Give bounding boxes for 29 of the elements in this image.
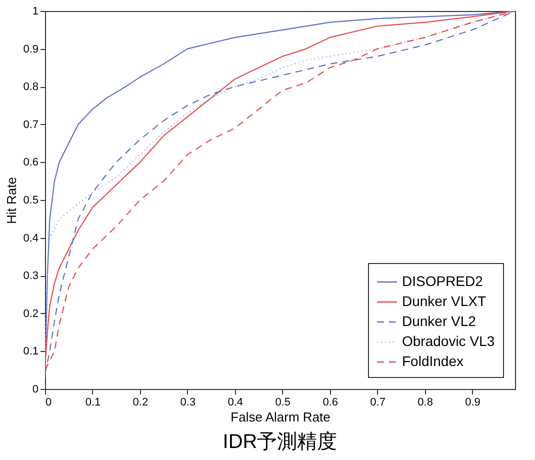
y-tick-label: 0.9 [23,43,38,56]
x-tick-label: 0.9 [465,396,480,408]
x-axis-title: False Alarm Rate [230,410,330,424]
y-tick-label: 0.4 [23,232,38,244]
y-tick-label: 0.1 [23,346,38,358]
legend-label: DISOPRED2 [402,273,484,289]
x-tick-label: 0.4 [228,396,244,408]
y-tick-label: 0.7 [23,118,38,131]
legend-label: Obradovic VL3 [402,333,495,349]
y-tick-label: 0.5 [23,194,38,206]
y-tick-label: 0.8 [23,81,38,94]
legend-label: Dunker VL2 [402,313,476,329]
x-tick-label: 0.6 [322,396,338,408]
y-tick-label: 0.6 [23,156,38,169]
x-tick-label: 0.3 [180,396,196,408]
text: IDR予測精度 [222,431,338,453]
x-tick-label: 0.2 [132,396,148,408]
x-tick-label: 0.5 [275,396,291,408]
x-tick-label: 0.1 [85,396,101,408]
x-tick-label: 0.8 [418,396,433,408]
x-tick-label: 0.7 [370,396,386,408]
legend-label: Dunker VLXT [402,293,486,309]
legend-label: FoldIndex [402,353,464,369]
x-tick-label: 0 [46,396,52,408]
y-axis-title: Hit Rate [4,177,20,224]
y-tick-label: 0.2 [23,308,38,320]
y-tick-label: 0.3 [23,270,38,282]
y-tick-label: 1 [32,6,38,18]
y-tick-label: 0 [32,384,38,396]
